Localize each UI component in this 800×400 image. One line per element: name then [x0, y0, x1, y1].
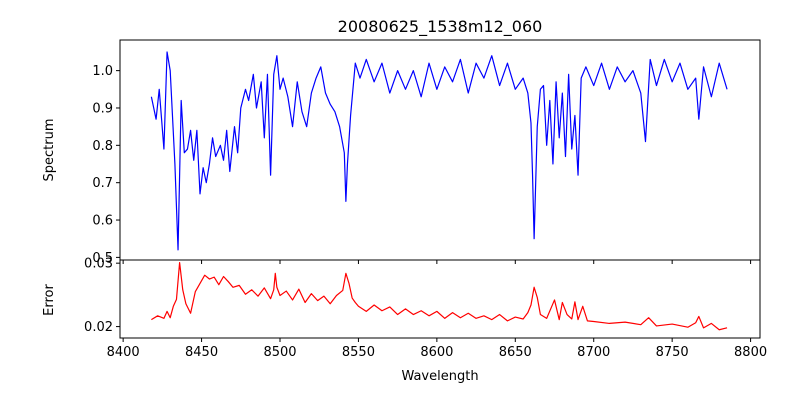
error-series-layer — [151, 261, 728, 331]
x-tick-label: 8800 — [734, 345, 767, 360]
spectrum-y-tick-label: 0.5 — [92, 251, 113, 266]
x-tick-label: 8750 — [656, 345, 689, 360]
x-tick-label: 8700 — [577, 345, 610, 360]
spectrum-y-tick-label: 0.9 — [92, 101, 113, 116]
x-tick-label: 8500 — [263, 345, 296, 360]
error-y-tick-label: 0.02 — [84, 320, 113, 335]
x-tick-label: 8450 — [185, 345, 218, 360]
spectrum-line-0 — [150, 51, 728, 251]
spectrum-series-layer — [150, 51, 728, 251]
x-tick-label: 8600 — [420, 345, 453, 360]
x-tick-label: 8400 — [107, 345, 140, 360]
chart-title: 20080625_1538m12_060 — [338, 17, 543, 37]
spectrum-y-tick-label: 0.6 — [92, 214, 113, 229]
spectrum-y-tick-label: 0.7 — [92, 176, 113, 191]
error-y-axis-label: Error — [42, 284, 57, 316]
spectrum-y-ticks: 0.5 0.6 0.7 0.8 0.9 1.0 — [92, 64, 120, 266]
error-y-tick-label: 0.03 — [84, 257, 113, 272]
error-y-ticks: 0.02 0.03 — [84, 257, 120, 335]
spectrum-y-axis-label: Spectrum — [42, 119, 57, 182]
error-x-ticks: 8400 8450 8500 8550 8600 8650 8700 8750 8800 — [107, 338, 767, 360]
x-tick-label: 8550 — [342, 345, 375, 360]
x-tick-label: 8650 — [499, 345, 532, 360]
spectrum-x-ticks — [122, 260, 752, 264]
spectrum-y-tick-label: 0.8 — [92, 139, 113, 154]
spectrum-y-tick-label: 1.0 — [92, 64, 113, 79]
error-panel: 0.02 0.03 8400 8450 8500 8550 8600 8650 8700 875… — [42, 257, 767, 384]
error-line-0 — [151, 261, 728, 331]
x-axis-label: Wavelength — [401, 369, 478, 384]
error-axes-frame — [119, 259, 761, 339]
